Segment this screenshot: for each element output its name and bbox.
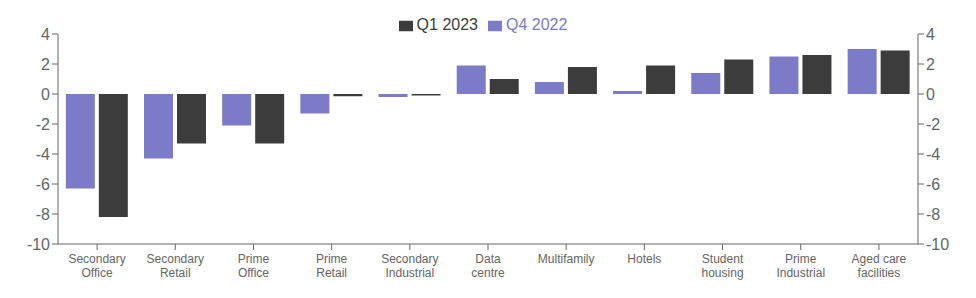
svg-text:0: 0 (926, 86, 935, 103)
svg-text:Aged carefacilities: Aged carefacilities (852, 252, 907, 280)
svg-text:-4: -4 (926, 146, 940, 163)
html-text:Q1 2023: Q1 2023 (416, 16, 478, 33)
svg-text:-10: -10 (926, 236, 949, 253)
svg-text:Datacentre: Datacentre (471, 252, 505, 280)
svg-text:Multifamily: Multifamily (538, 252, 595, 266)
svg-text:SecondaryOffice: SecondaryOffice (68, 252, 125, 280)
svg-text:2: 2 (41, 56, 50, 73)
svg-text:SecondaryIndustrial: SecondaryIndustrial (381, 252, 438, 280)
svg-text:-4: -4 (36, 146, 50, 163)
svg-text:-8: -8 (36, 206, 50, 223)
svg-text:-8: -8 (926, 206, 940, 223)
svg-text:-2: -2 (926, 116, 940, 133)
svg-text:-2: -2 (36, 116, 50, 133)
svg-text:4: 4 (926, 26, 935, 43)
svg-text:PrimeIndustrial: PrimeIndustrial (776, 252, 825, 280)
svg-text:-6: -6 (36, 176, 50, 193)
svg-text:PrimeOffice: PrimeOffice (238, 252, 270, 280)
svg-text:-6: -6 (926, 176, 940, 193)
svg-text:4: 4 (41, 26, 50, 43)
svg-text:Studenthousing: Studenthousing (702, 252, 744, 280)
svg-text:PrimeRetail: PrimeRetail (316, 252, 348, 280)
html-text:Q4 2022: Q4 2022 (506, 16, 568, 33)
svg-text:0: 0 (41, 86, 50, 103)
svg-text:-10: -10 (27, 236, 50, 253)
svg-text:Hotels: Hotels (627, 252, 661, 266)
svg-text:2: 2 (926, 56, 935, 73)
svg-text:SecondaryRetail: SecondaryRetail (147, 252, 204, 280)
